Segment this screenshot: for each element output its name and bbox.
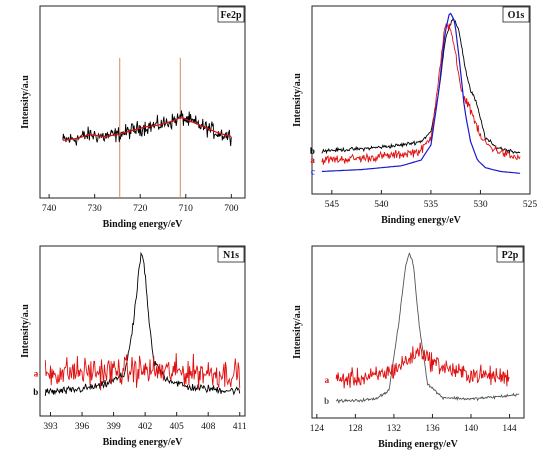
series-line-b — [321, 17, 521, 155]
x-axis-label: Binding energy/eV — [103, 219, 184, 230]
plot-frame — [311, 245, 525, 419]
panel-label: P2p — [502, 250, 519, 261]
chart-panel-1: 740 730 720 710 700 Binding energy/eV Intensit… — [20, 5, 246, 230]
x-tick-label: 525 — [523, 200, 538, 210]
x-tick-label: 399 — [106, 422, 121, 432]
chart-panel-2: bac 545 540 535 530 525 Binding energy/eV Inten… — [292, 5, 538, 226]
panel-label-box — [217, 6, 245, 23]
x-tick-label: 740 — [42, 204, 57, 214]
x-tick-label: 144 — [502, 424, 517, 434]
x-tick-label: 140 — [464, 424, 479, 434]
y-axis-label: Intensity/a.u — [292, 305, 303, 359]
series-line-a — [321, 23, 521, 165]
plot-frame — [39, 245, 246, 417]
y-axis-label: Intensity/a.u — [20, 75, 31, 129]
series-label-a: a — [325, 375, 330, 385]
x-tick-label: 136 — [425, 424, 440, 434]
panel-label: N1s — [223, 250, 239, 261]
x-tick-label: 700 — [224, 204, 239, 214]
x-tick-label: 132 — [387, 424, 402, 434]
panel-label: Fe2p — [220, 10, 242, 21]
x-tick-label: 402 — [138, 422, 153, 432]
chart-panel-3: ba 393 396 399 402 405 408 411 Binding energy/eV… — [20, 245, 247, 448]
x-tick-label: 535 — [424, 200, 439, 210]
x-tick-label: 408 — [201, 422, 216, 432]
x-tick-label: 393 — [43, 422, 58, 432]
x-tick-label: 720 — [133, 204, 148, 214]
series-line-a — [335, 342, 510, 389]
x-tick-label: 710 — [179, 204, 194, 214]
x-axis-label: Binding energy/eV — [381, 215, 462, 226]
x-tick-label: 540 — [374, 200, 389, 210]
series-label-b: b — [310, 146, 315, 156]
x-tick-label: 545 — [325, 200, 340, 210]
series-label-b: b — [33, 387, 38, 397]
plot-frame — [39, 5, 246, 199]
panel-label: O1s — [508, 10, 525, 21]
x-tick-label: 124 — [310, 424, 325, 434]
series-line-2 — [62, 116, 232, 141]
series-line-a — [44, 353, 241, 391]
x-tick-label: 530 — [473, 200, 488, 210]
y-axis-label: Intensity/a.u — [20, 304, 31, 358]
x-axis-label: Binding energy/eV — [378, 439, 459, 450]
plot-frame — [311, 5, 531, 195]
series-label-a: a — [310, 155, 315, 165]
series-line-c — [321, 12, 521, 174]
chart-panel-4: b a 124 128 132 136 140 144 Binding energy/eV Int… — [292, 245, 525, 450]
x-tick-label: 411 — [233, 422, 247, 432]
x-axis-label: Binding energy/eV — [103, 437, 184, 448]
x-tick-label: 405 — [170, 422, 185, 432]
series-label-a: a — [34, 369, 39, 379]
x-tick-label: 396 — [75, 422, 90, 432]
series-label-c: c — [311, 166, 315, 176]
series-line-b — [44, 251, 241, 396]
x-tick-label: 128 — [348, 424, 363, 434]
panel-label-box — [502, 6, 530, 23]
panel-label-box — [496, 246, 524, 263]
y-axis-label: Intensity/a.u — [292, 73, 303, 127]
panel-label-box — [217, 246, 245, 263]
series-line-b — [335, 252, 520, 404]
x-tick-label: 730 — [88, 204, 103, 214]
series-label-b: b — [324, 396, 329, 406]
